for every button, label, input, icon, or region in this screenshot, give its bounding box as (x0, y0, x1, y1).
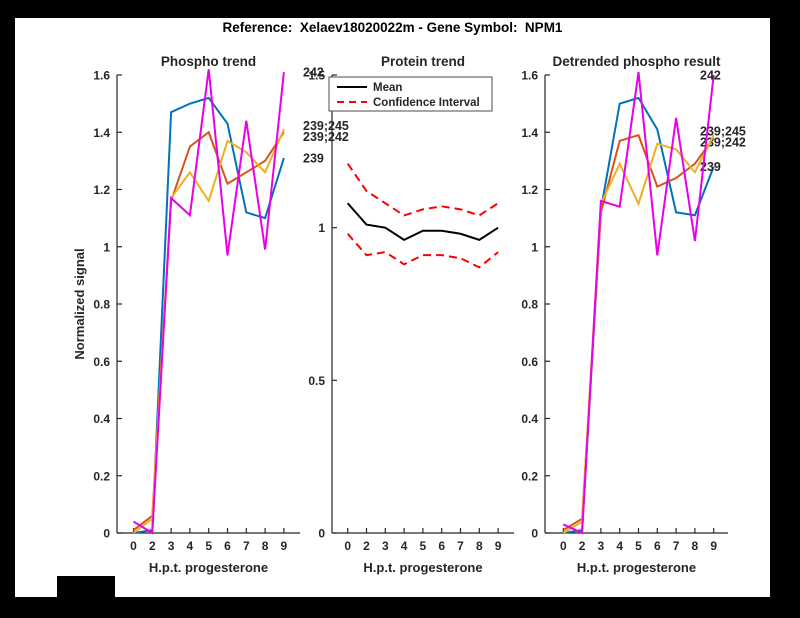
series-line-242 (132, 69, 285, 535)
series-end-label: 239;245 (303, 119, 349, 133)
x-tick-label: 0 (130, 539, 137, 553)
y-tick-label: 1 (531, 240, 538, 254)
y-tick-label: 1 (318, 221, 325, 235)
legend-entry-label: Mean (373, 82, 402, 94)
y-tick-label: 1.5 (308, 69, 325, 83)
x-tick-label: 5 (635, 539, 642, 553)
x-tick-label: 7 (243, 539, 250, 553)
x-axis-label: H.p.t. progesterone (363, 560, 482, 575)
y-axis-label: Normalized signal (72, 248, 87, 359)
y-tick-label: 1.2 (93, 183, 110, 197)
x-axis-label: H.p.t. progesterone (577, 560, 696, 575)
legend-box (328, 76, 493, 112)
x-tick-label: 5 (205, 539, 212, 553)
series-end-label: 239 (303, 152, 324, 166)
y-tick-label: 0.4 (521, 412, 538, 426)
x-tick-label: 0 (560, 539, 567, 553)
x-tick-label: 7 (457, 539, 464, 553)
x-tick-label: 3 (168, 539, 175, 553)
y-tick-label: 1.4 (93, 126, 110, 140)
subplot-title: Phospho trend (161, 54, 256, 69)
figure-title: Reference: Xelaev18020022m - Gene Symbol… (222, 20, 563, 35)
y-tick-label: 0.8 (521, 298, 538, 312)
x-tick-label: 3 (598, 539, 605, 553)
series-end-label: 239 (700, 160, 721, 174)
series-end-label: 242 (303, 66, 324, 80)
subplot-title: Detrended phospho result (552, 54, 721, 69)
y-tick-label: 0.6 (521, 355, 538, 369)
y-tick-label: 0.4 (93, 412, 110, 426)
series-line-242 (562, 71, 715, 535)
x-tick-label: 3 (382, 539, 389, 553)
y-tick-label: 1.4 (521, 126, 538, 140)
x-tick-label: 2 (579, 539, 586, 553)
x-tick-label: 9 (495, 539, 502, 553)
x-tick-label: 4 (401, 539, 408, 553)
series-line-239 (133, 96, 285, 534)
y-tick-label: 1 (103, 240, 110, 254)
y-tick-label: 0 (103, 527, 110, 541)
y-tick-label: 0.2 (93, 469, 110, 483)
x-tick-label: 9 (281, 539, 288, 553)
y-tick-label: 1.6 (93, 69, 110, 83)
x-tick-label: 6 (654, 539, 661, 553)
y-tick-label: 0.2 (521, 469, 538, 483)
y-tick-label: 0.6 (93, 355, 110, 369)
phospho-trend-plot: 00.20.40.60.811.21.41.60 2 3 4 5 6 7 8 9Phospho … (72, 54, 349, 575)
x-tick-label: 8 (262, 539, 269, 553)
y-tick-label: 1.6 (521, 69, 538, 83)
series-end-label: 239;242 (303, 130, 349, 144)
x-axis-label: H.p.t. progesterone (149, 560, 268, 575)
legend-entry-label: Confidence Interval (373, 97, 480, 109)
x-tick-label: 6 (224, 539, 231, 553)
x-tick-label: 8 (692, 539, 699, 553)
x-tick-label: 2 (363, 539, 370, 553)
subplot-title: Protein trend (381, 54, 465, 69)
x-tick-label: 6 (438, 539, 445, 553)
x-tick-label: 4 (187, 539, 194, 553)
series-end-label: 239;245 (700, 125, 746, 139)
y-tick-label: 0.5 (308, 374, 325, 388)
y-tick-label: 0.8 (93, 298, 110, 312)
series-line-Confidence Interval (346, 162, 499, 217)
figure-canvas: Reference: Xelaev18020022m - Gene Symbol… (15, 18, 770, 597)
bottom-left-black-box (57, 576, 115, 618)
y-tick-label: 0 (531, 527, 538, 541)
y-tick-label: 0 (318, 527, 325, 541)
x-tick-label: 9 (710, 539, 717, 553)
x-tick-label: 7 (673, 539, 680, 553)
x-tick-label: 4 (616, 539, 623, 553)
detrended-phospho-plot: 00.20.40.60.811.21.41.60 2 3 4 5 6 7 8 9Detrende… (521, 54, 746, 575)
x-tick-label: 8 (476, 539, 483, 553)
x-tick-label: 5 (420, 539, 427, 553)
x-tick-label: 2 (149, 539, 156, 553)
series-end-label: 242 (700, 69, 721, 83)
x-tick-label: 0 (344, 539, 351, 553)
y-tick-label: 1.2 (521, 183, 538, 197)
legend: Mean Confidence Interval (328, 76, 493, 112)
series-line-Mean (346, 202, 499, 242)
